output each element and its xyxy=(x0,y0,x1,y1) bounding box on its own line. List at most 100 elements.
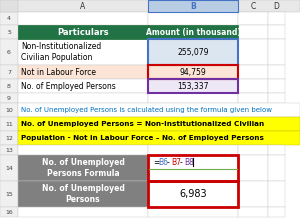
Text: D: D xyxy=(274,2,279,11)
Text: No. of Unemployed
Persons: No. of Unemployed Persons xyxy=(42,184,124,204)
Bar xyxy=(18,131,300,145)
Bar xyxy=(238,145,268,155)
Bar xyxy=(238,25,268,39)
Text: 9: 9 xyxy=(7,95,11,101)
Bar xyxy=(18,25,148,39)
Bar xyxy=(268,181,285,207)
Text: Non-Institutionalized
Civilian Population: Non-Institutionalized Civilian Populatio… xyxy=(21,42,101,62)
Bar xyxy=(268,12,285,25)
Text: Particulars: Particulars xyxy=(57,28,109,37)
Bar xyxy=(18,93,148,103)
Text: 11: 11 xyxy=(5,121,13,126)
Bar xyxy=(238,93,268,103)
Bar xyxy=(0,39,18,65)
Bar xyxy=(268,155,285,181)
Bar xyxy=(148,39,238,65)
Bar xyxy=(0,181,18,207)
Bar xyxy=(0,93,18,103)
Bar xyxy=(238,39,268,65)
Text: No. of Employed Persons: No. of Employed Persons xyxy=(21,81,116,90)
Bar xyxy=(18,103,300,117)
Bar xyxy=(0,131,18,145)
Bar xyxy=(0,207,18,217)
Bar xyxy=(148,12,238,25)
Bar xyxy=(268,207,285,217)
Text: 13: 13 xyxy=(5,147,13,152)
Bar xyxy=(148,181,238,207)
Text: 16: 16 xyxy=(5,209,13,214)
Bar xyxy=(18,39,148,65)
Bar xyxy=(148,79,238,93)
Bar xyxy=(0,79,18,93)
Bar xyxy=(148,155,238,181)
Bar xyxy=(268,25,285,39)
Bar xyxy=(0,103,18,117)
Text: Amount (in thousand): Amount (in thousand) xyxy=(146,28,240,37)
Bar xyxy=(148,181,238,207)
Bar xyxy=(18,117,300,131)
Bar xyxy=(0,12,18,25)
Text: 12: 12 xyxy=(5,136,13,141)
Bar xyxy=(238,155,268,181)
Text: 8: 8 xyxy=(7,84,11,88)
Text: No. of Unemployed Persons is calculated using the formula given below: No. of Unemployed Persons is calculated … xyxy=(21,107,272,113)
Bar xyxy=(148,79,238,93)
Bar xyxy=(148,39,238,65)
Bar xyxy=(0,145,18,155)
Bar xyxy=(148,65,238,79)
Text: Population - Not in Labour Force – No. of Employed Persons: Population - Not in Labour Force – No. o… xyxy=(21,135,264,141)
Bar xyxy=(238,65,268,79)
Text: B6: B6 xyxy=(158,158,168,167)
Text: No. of Unemployed Persons = Non-Institutionalized Civilian: No. of Unemployed Persons = Non-Institut… xyxy=(21,121,264,127)
Bar xyxy=(148,65,238,79)
Text: 10: 10 xyxy=(5,108,13,112)
Bar xyxy=(238,12,268,25)
Bar xyxy=(18,155,148,181)
Text: -: - xyxy=(167,158,170,167)
Bar xyxy=(0,155,18,181)
Bar xyxy=(18,65,148,79)
Text: 255,079: 255,079 xyxy=(177,48,209,57)
Bar xyxy=(18,79,148,93)
Bar xyxy=(238,207,268,217)
Text: -: - xyxy=(180,158,183,167)
Text: 6,983: 6,983 xyxy=(179,189,207,199)
Bar xyxy=(0,65,18,79)
Bar xyxy=(148,207,238,217)
Bar xyxy=(18,207,148,217)
Bar xyxy=(18,145,148,155)
Bar xyxy=(0,0,18,12)
Bar xyxy=(268,79,285,93)
Bar xyxy=(18,12,148,25)
Text: B: B xyxy=(190,2,196,11)
Bar xyxy=(148,145,238,155)
Bar xyxy=(0,117,18,131)
Text: B8: B8 xyxy=(184,158,194,167)
Bar xyxy=(268,39,285,65)
Text: Not in Labour Force: Not in Labour Force xyxy=(21,68,96,77)
Text: B7: B7 xyxy=(171,158,181,167)
Bar xyxy=(148,0,238,12)
Text: 15: 15 xyxy=(5,191,13,196)
Text: 94,759: 94,759 xyxy=(180,68,206,77)
Text: 4: 4 xyxy=(7,16,11,21)
Bar xyxy=(148,25,238,39)
Bar xyxy=(268,65,285,79)
Text: 5: 5 xyxy=(7,29,11,35)
Bar xyxy=(18,181,148,207)
Text: 6: 6 xyxy=(7,50,11,55)
Bar xyxy=(148,155,238,181)
Bar xyxy=(268,145,285,155)
Text: C: C xyxy=(250,2,256,11)
Text: 14: 14 xyxy=(5,165,13,170)
Bar xyxy=(0,0,300,12)
Text: No. of Unemployed
Persons Formula: No. of Unemployed Persons Formula xyxy=(42,158,124,178)
Text: =: = xyxy=(153,158,159,167)
Bar xyxy=(268,93,285,103)
Bar xyxy=(148,93,238,103)
Bar xyxy=(238,79,268,93)
Text: A: A xyxy=(80,2,86,11)
Bar xyxy=(0,25,18,39)
Text: 7: 7 xyxy=(7,70,11,75)
Text: 153,337: 153,337 xyxy=(177,81,209,90)
